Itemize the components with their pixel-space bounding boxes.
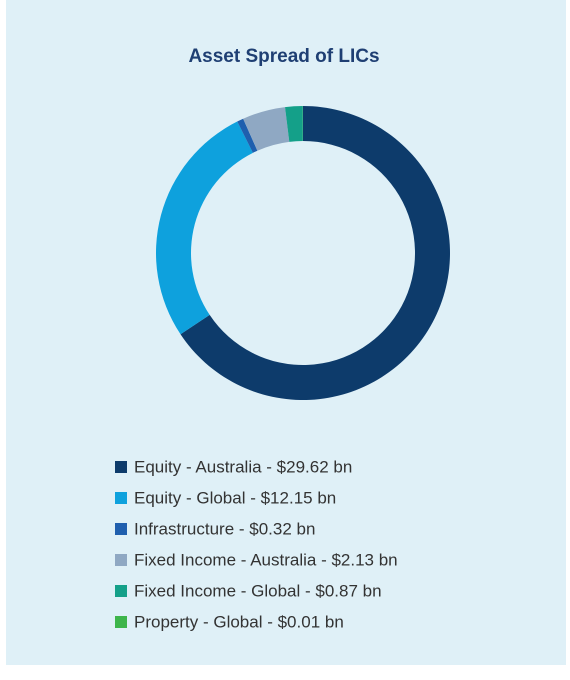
legend-swatch (115, 461, 127, 473)
legend-swatch (115, 523, 127, 535)
legend-label: Equity - Global - $12.15 bn (134, 488, 336, 507)
legend-swatch (115, 585, 127, 597)
legend-label: Infrastructure - $0.32 bn (134, 519, 315, 538)
legend-label: Fixed Income - Australia - $2.13 bn (134, 550, 398, 569)
legend-swatch (115, 616, 127, 628)
legend-swatch (115, 554, 127, 566)
legend-swatch (115, 492, 127, 504)
legend-label: Property - Global - $0.01 bn (134, 612, 344, 631)
legend-label: Fixed Income - Global - $0.87 bn (134, 581, 382, 600)
chart-title: Asset Spread of LICs (188, 46, 379, 67)
legend-label: Equity - Australia - $29.62 bn (134, 457, 352, 476)
